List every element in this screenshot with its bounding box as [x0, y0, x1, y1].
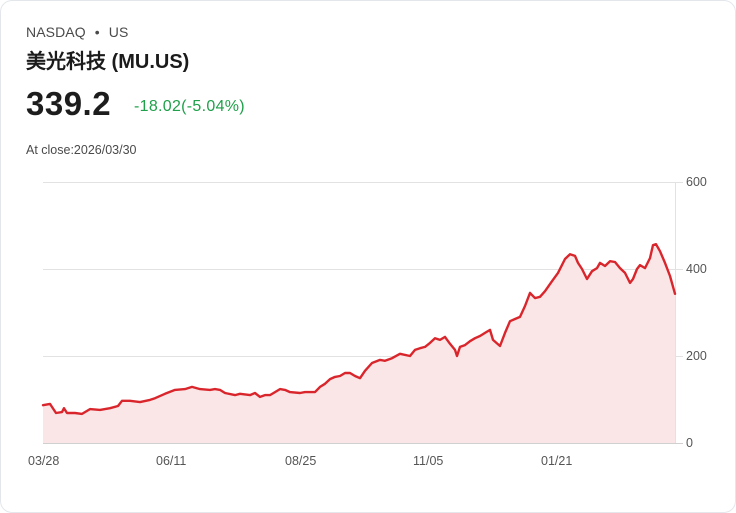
- region: US: [108, 24, 129, 40]
- exchange-info: NASDAQ • US: [26, 24, 128, 40]
- y-tick-400: 400: [686, 262, 707, 276]
- x-tick-4: 11/05: [413, 454, 444, 468]
- y-tick-0: 0: [686, 436, 693, 450]
- stock-price: 339.2: [26, 85, 112, 122]
- close-date: At close:2026/03/30: [26, 143, 137, 157]
- y-tick-600: 600: [686, 175, 707, 189]
- x-tick-1: 03/28: [28, 454, 60, 468]
- y-tick-200: 200: [686, 349, 707, 363]
- x-tick-3: 08/25: [285, 454, 317, 468]
- stock-name: 美光科技 (MU.US): [26, 51, 190, 73]
- price-line: [41, 243, 677, 416]
- price-change: -18.02(-5.04%): [134, 98, 245, 115]
- separator-dot: •: [94, 24, 100, 40]
- x-tick-2: 06/11: [156, 454, 187, 468]
- price-area-fill: [43, 244, 675, 443]
- exchange-name: NASDAQ: [26, 24, 86, 40]
- x-tick-5: 01/21: [541, 454, 573, 468]
